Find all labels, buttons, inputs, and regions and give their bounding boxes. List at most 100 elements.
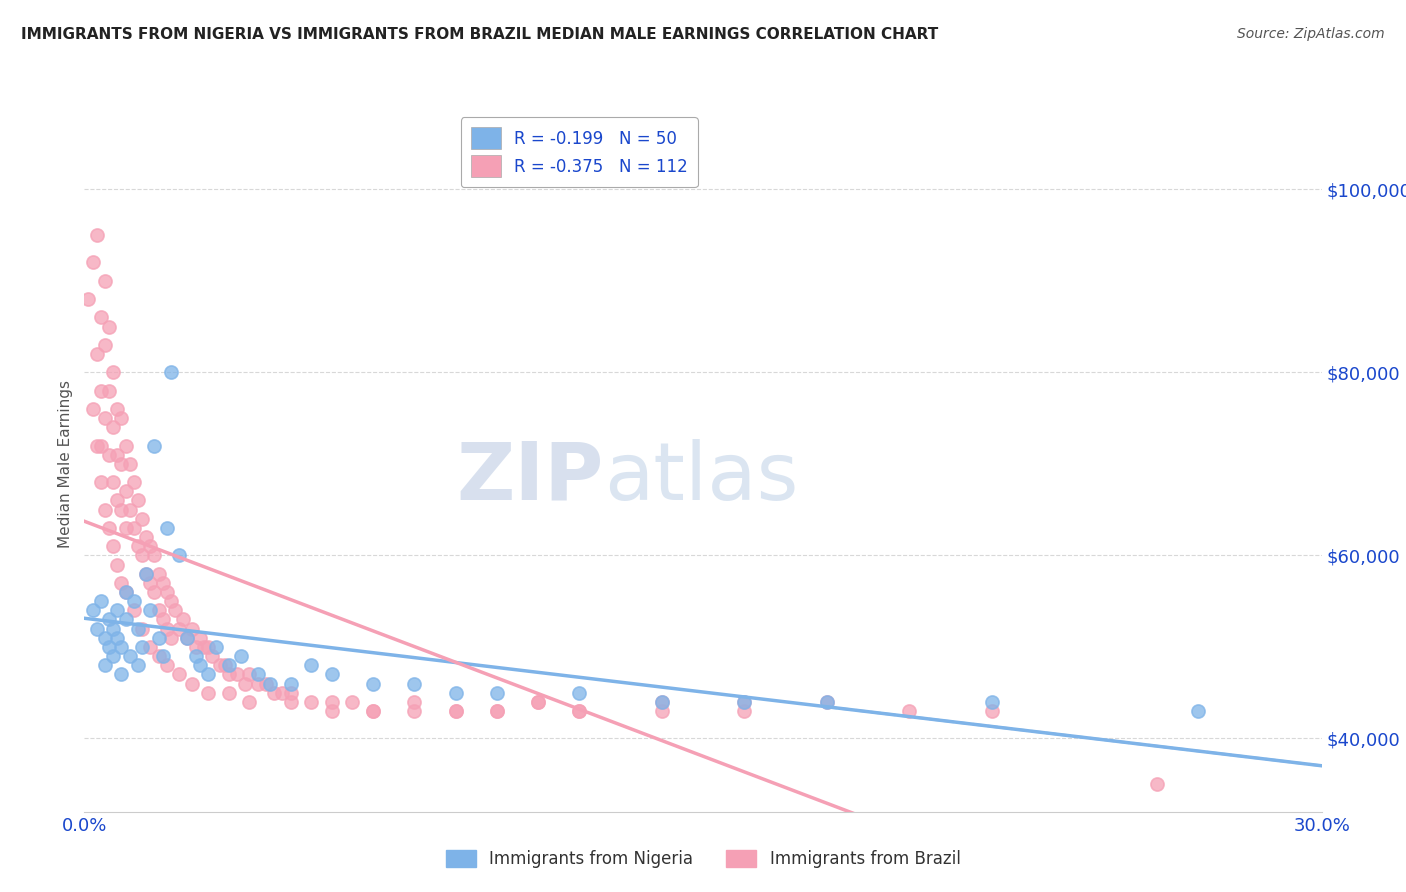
Point (321, 695, 343, 709)
Point (444, 704, 467, 718)
Point (733, 695, 755, 709)
Point (94, 338, 117, 352)
Point (485, 704, 508, 718)
Point (114, 521, 136, 535)
Point (94, 274, 117, 288)
Point (131, 549, 153, 563)
Point (485, 686, 508, 700)
Point (98, 612, 121, 626)
Point (110, 575, 132, 590)
Point (127, 622, 149, 636)
Point (118, 649, 141, 664)
Point (131, 512, 153, 526)
Point (197, 667, 219, 681)
Point (98, 319, 121, 334)
Point (148, 566, 170, 581)
Point (114, 585, 136, 599)
Point (110, 411, 132, 425)
Point (184, 649, 207, 664)
Point (568, 704, 591, 718)
Point (321, 704, 343, 718)
Point (98, 640, 121, 654)
Point (139, 603, 162, 617)
Point (94, 631, 117, 645)
Point (280, 686, 302, 700)
Point (103, 622, 125, 636)
Point (98, 521, 121, 535)
Point (226, 667, 249, 681)
Point (90, 310, 112, 325)
Point (139, 640, 162, 654)
Point (321, 667, 343, 681)
Point (254, 676, 277, 690)
Point (167, 622, 190, 636)
Point (361, 676, 384, 690)
Point (90, 475, 112, 490)
Point (188, 631, 211, 645)
Point (105, 558, 128, 572)
Point (139, 575, 162, 590)
Point (135, 530, 157, 544)
Point (527, 695, 550, 709)
Point (205, 640, 228, 654)
Point (160, 365, 183, 379)
Point (568, 686, 591, 700)
Point (90, 384, 112, 398)
Point (143, 549, 166, 563)
Point (444, 704, 467, 718)
Point (156, 658, 179, 673)
Point (361, 704, 384, 718)
Point (143, 585, 166, 599)
Point (815, 695, 838, 709)
Point (233, 676, 256, 690)
Point (568, 704, 591, 718)
Point (214, 658, 236, 673)
Point (197, 640, 219, 654)
Point (176, 631, 198, 645)
Point (167, 549, 190, 563)
Point (361, 704, 384, 718)
Point (114, 612, 136, 626)
Point (127, 493, 149, 508)
Point (118, 502, 141, 516)
Point (152, 612, 174, 626)
Y-axis label: Median Male Earnings: Median Male Earnings (58, 380, 73, 548)
Point (201, 649, 224, 664)
Text: Source: ZipAtlas.com: Source: ZipAtlas.com (1237, 27, 1385, 41)
Point (105, 493, 128, 508)
Point (229, 649, 252, 664)
Point (167, 667, 190, 681)
Point (485, 704, 508, 718)
Point (898, 704, 921, 718)
Point (94, 411, 117, 425)
Point (218, 658, 240, 673)
Point (160, 594, 183, 608)
Point (135, 566, 157, 581)
Point (238, 695, 260, 709)
Point (105, 401, 128, 416)
Point (259, 676, 281, 690)
Point (180, 622, 202, 636)
Point (131, 622, 153, 636)
Point (82, 255, 104, 269)
Point (651, 704, 673, 718)
Point (114, 438, 136, 452)
Point (299, 695, 322, 709)
Text: IMMIGRANTS FROM NIGERIA VS IMMIGRANTS FROM BRAZIL MEDIAN MALE EARNINGS CORRELATI: IMMIGRANTS FROM NIGERIA VS IMMIGRANTS FR… (21, 27, 938, 42)
Point (90, 594, 112, 608)
Point (86, 227, 108, 242)
Point (103, 649, 125, 664)
Point (651, 695, 673, 709)
Point (110, 502, 132, 516)
Point (218, 667, 240, 681)
Point (103, 539, 125, 553)
Point (263, 686, 285, 700)
Point (980, 695, 1002, 709)
Point (733, 695, 755, 709)
Point (77, 292, 100, 306)
Text: ZIP: ZIP (457, 439, 605, 516)
Point (156, 622, 179, 636)
Point (184, 640, 207, 654)
Point (172, 612, 194, 626)
Point (114, 585, 136, 599)
